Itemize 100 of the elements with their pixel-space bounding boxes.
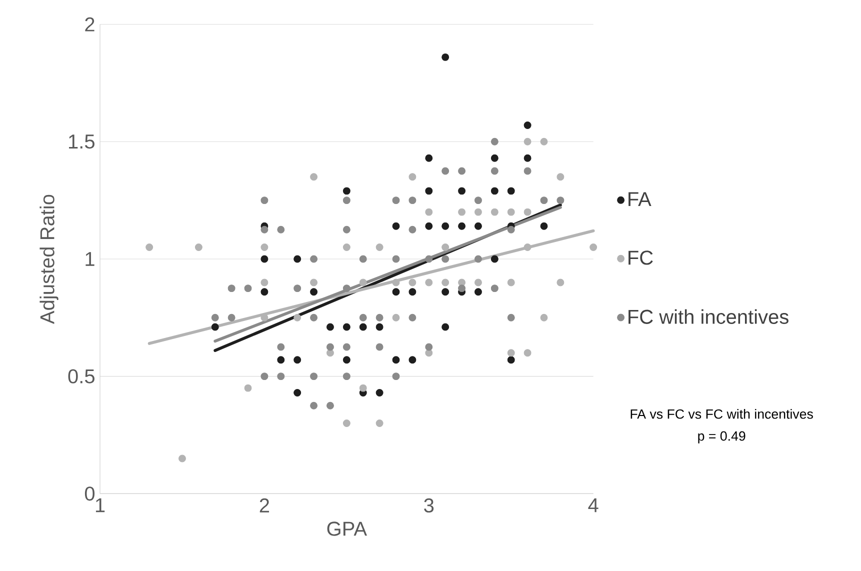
point — [359, 278, 367, 286]
point — [458, 222, 466, 230]
point — [442, 53, 450, 61]
y-tick-label: 0 — [84, 486, 95, 501]
point — [392, 278, 400, 286]
point — [540, 222, 548, 230]
point — [260, 244, 268, 251]
legend-label: FA — [628, 192, 652, 206]
point — [194, 244, 202, 251]
point — [392, 288, 400, 296]
point — [556, 278, 564, 286]
point — [310, 173, 318, 181]
point — [310, 255, 318, 263]
point — [540, 196, 548, 204]
point — [294, 356, 302, 364]
point — [260, 226, 268, 234]
point — [310, 288, 318, 296]
point — [408, 288, 416, 296]
point — [507, 226, 515, 234]
point — [442, 167, 450, 175]
point — [442, 323, 450, 331]
point — [392, 314, 400, 322]
point — [408, 226, 416, 234]
point — [458, 284, 466, 292]
point — [260, 196, 268, 204]
point — [524, 167, 532, 175]
point — [376, 323, 384, 331]
point — [310, 372, 318, 380]
point — [524, 208, 532, 216]
point — [228, 314, 236, 322]
x-tick-label: 1 — [96, 498, 105, 512]
point — [342, 196, 350, 204]
point — [408, 173, 416, 181]
point — [392, 222, 400, 230]
point — [458, 187, 466, 195]
point — [442, 222, 450, 230]
point — [490, 154, 498, 162]
point — [458, 208, 466, 216]
point — [408, 278, 416, 286]
point — [277, 226, 285, 234]
y-tick-label: 1 — [86, 252, 94, 266]
point — [490, 167, 498, 175]
point — [490, 255, 498, 263]
point — [376, 244, 384, 251]
point — [342, 284, 350, 292]
point — [392, 372, 400, 380]
point — [474, 196, 482, 204]
point — [524, 121, 532, 129]
point — [310, 314, 318, 322]
point — [310, 278, 318, 286]
point — [474, 278, 482, 286]
y-axis-title: Adjusted Ratio — [40, 194, 58, 324]
text: FA vs FC vs FC with incentives — [630, 408, 813, 419]
point — [277, 372, 285, 380]
point — [359, 323, 367, 331]
point — [359, 255, 367, 263]
point — [244, 384, 252, 392]
point — [442, 244, 450, 251]
point — [277, 343, 285, 351]
point — [425, 187, 433, 195]
point — [524, 244, 532, 251]
point — [342, 187, 350, 195]
point — [524, 349, 532, 357]
point — [244, 284, 252, 292]
point — [507, 187, 515, 195]
point — [342, 420, 350, 427]
point — [590, 244, 598, 251]
point — [507, 208, 515, 216]
point — [392, 356, 400, 364]
point — [408, 356, 416, 364]
x-tick-label: 2 — [260, 498, 270, 512]
point — [228, 284, 236, 292]
point — [474, 288, 482, 296]
point — [507, 314, 515, 322]
point — [277, 356, 285, 364]
point — [425, 208, 433, 216]
point — [342, 372, 350, 380]
legend-label: FC — [628, 250, 653, 265]
x-tick-label: 4 — [588, 498, 598, 512]
point — [146, 244, 154, 251]
point — [425, 349, 433, 357]
point — [540, 138, 548, 146]
point — [359, 384, 367, 392]
point — [490, 187, 498, 195]
point — [490, 138, 498, 146]
point — [507, 278, 515, 286]
point — [425, 343, 433, 351]
y-tick-label: 1.5 — [69, 134, 94, 149]
point — [392, 255, 400, 263]
point — [442, 288, 450, 296]
y-tick-label: 0.5 — [68, 369, 94, 384]
point — [376, 389, 384, 396]
point — [474, 255, 482, 263]
point — [392, 196, 400, 204]
point — [490, 208, 498, 216]
point — [474, 222, 482, 230]
point — [326, 343, 334, 351]
x-tick-label: 3 — [424, 498, 434, 513]
legend-label: FC with incentives — [628, 309, 788, 324]
point — [474, 208, 482, 216]
